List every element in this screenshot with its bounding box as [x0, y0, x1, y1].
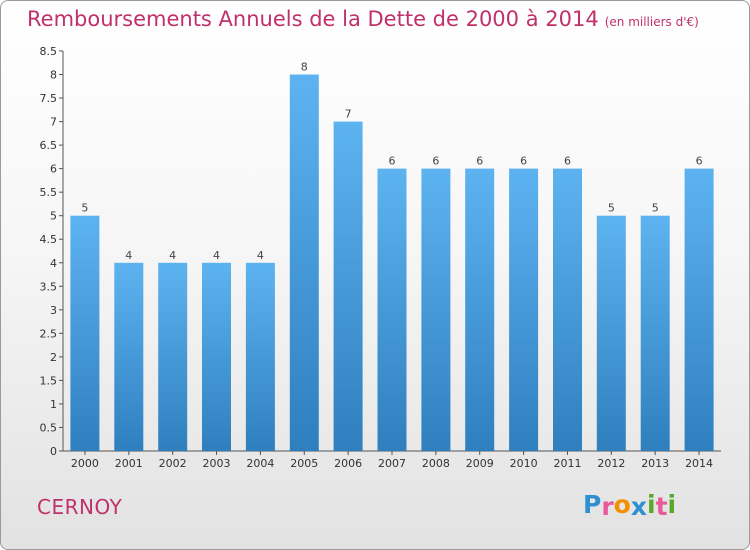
bar-value-label: 6: [696, 155, 703, 168]
y-tick-label: 2: [50, 351, 57, 364]
bar: [553, 168, 582, 451]
logo-letter: P: [583, 490, 602, 519]
logo-letter: i: [667, 490, 677, 519]
bar: [202, 262, 231, 451]
bar-value-label: 7: [345, 108, 352, 121]
bar-value-label: 6: [520, 155, 527, 168]
bar-value-label: 5: [652, 202, 659, 215]
y-tick-label: 6.5: [40, 139, 58, 152]
logo-letter: x: [630, 492, 647, 521]
y-axis: 0 0.5 1 1.5 2 2.5 3 3.5 4 4.5 5 5.5 6 6.5 7 7.5 8 8.5: [40, 45, 64, 458]
y-tick-label: 3: [50, 304, 57, 317]
bar-value-label: 6: [476, 155, 483, 168]
bar-value-label: 4: [257, 249, 264, 262]
x-tick-label: 2010: [510, 457, 538, 470]
x-tick-label: 2012: [597, 457, 625, 470]
chart-title: Remboursements Annuels de la Dette de 20…: [27, 7, 699, 31]
x-axis: 2000 2001 2002 2003 2004 2005 2006 2007 2008 2009…: [63, 450, 721, 470]
bar: [70, 215, 100, 451]
logo-letter: i: [647, 490, 656, 519]
bar-value-label: 4: [213, 249, 220, 262]
bar: [289, 74, 319, 451]
bar: [640, 215, 670, 451]
y-tick-label: 3.5: [40, 280, 58, 293]
y-tick-label: 1: [50, 398, 57, 411]
x-tick-label: 2005: [290, 457, 318, 470]
y-tick-label: 6: [50, 163, 57, 176]
x-tick-label: 2004: [246, 457, 274, 470]
bar-value-label: 8: [301, 61, 308, 74]
bar-value-label: 6: [389, 155, 396, 168]
bar: [333, 121, 363, 451]
y-tick-label: 2.5: [40, 327, 58, 340]
y-tick-label: 5: [50, 210, 57, 223]
x-tick-label: 2008: [422, 457, 450, 470]
y-tick-label: 8: [50, 69, 57, 82]
y-tick-label: 4.5: [40, 233, 58, 246]
y-tick-label: 1.5: [40, 374, 58, 387]
bar: [596, 215, 626, 451]
x-tick-label: 2013: [641, 457, 669, 470]
x-tick-label: 2002: [159, 457, 187, 470]
x-tick-label: 2001: [115, 457, 143, 470]
x-tick-label: 2011: [553, 457, 581, 470]
bar-value-label: 4: [169, 249, 176, 262]
logo-letter: t: [655, 492, 668, 521]
x-tick-label: 2003: [203, 457, 231, 470]
y-tick-label: 5.5: [40, 186, 58, 199]
y-tick-label: 0.5: [40, 421, 58, 434]
x-tick-label: 2009: [466, 457, 494, 470]
logo-letter: r: [601, 492, 614, 521]
bar-value-label: 6: [432, 155, 439, 168]
bar-value-label: 6: [564, 155, 571, 168]
bar-value-label: 5: [81, 202, 88, 215]
bar: [114, 262, 144, 451]
bar: [684, 168, 714, 451]
bar: [509, 168, 539, 451]
bar-value-label: 4: [125, 249, 132, 262]
bar: [421, 168, 451, 451]
chart-unit: (en milliers d'€): [604, 15, 699, 29]
proxiti-logo: Proxiti: [583, 490, 677, 521]
x-tick-label: 2006: [334, 457, 362, 470]
x-tick-label: 2014: [685, 457, 713, 470]
y-tick-label: 7: [50, 116, 57, 129]
logo-letter: o: [613, 490, 631, 519]
bar: [245, 262, 275, 451]
x-tick-label: 2007: [378, 457, 406, 470]
y-tick-label: 8.5: [40, 45, 58, 58]
y-tick-label: 0: [50, 445, 57, 458]
bar: [377, 168, 407, 451]
chart-title-text: Remboursements Annuels de la Dette de 20…: [27, 7, 599, 31]
commune-name: CERNOY: [37, 495, 123, 519]
bar: [158, 262, 188, 451]
y-tick-label: 7.5: [40, 92, 58, 105]
x-tick-label: 2000: [71, 457, 99, 470]
bars: 5 4 4 4 4 8 7 6 6 6 6 6 5 5 6: [70, 61, 714, 451]
y-tick-label: 4: [50, 257, 57, 270]
bar: [465, 168, 495, 451]
bar-value-label: 5: [608, 202, 615, 215]
